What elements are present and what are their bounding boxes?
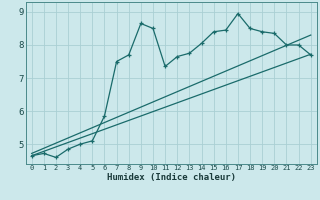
X-axis label: Humidex (Indice chaleur): Humidex (Indice chaleur) [107, 173, 236, 182]
